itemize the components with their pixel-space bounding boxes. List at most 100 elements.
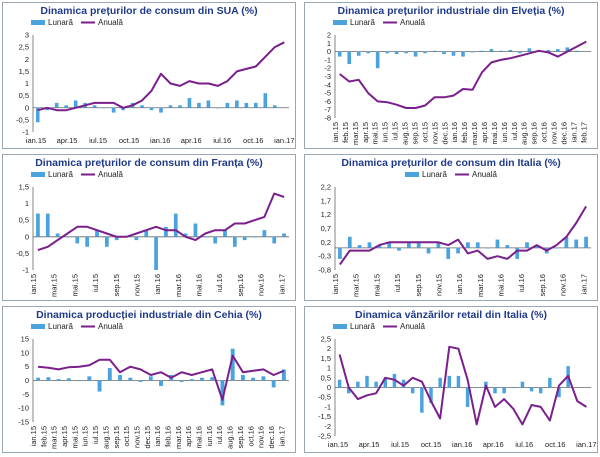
bar-monthly [338, 247, 342, 259]
bar-monthly [508, 49, 513, 52]
y-tick-label: 0,5 [19, 216, 29, 225]
bar-monthly [240, 374, 245, 381]
y-tick-label: 0 [327, 47, 331, 56]
x-tick-label: oct.15 [421, 440, 441, 449]
y-tick-label: 1,7 [321, 196, 331, 205]
bar-monthly [102, 107, 106, 109]
chart-title: Dinamica prețurilor de consum din SUA (%… [40, 5, 258, 17]
y-tick-label: 1 [25, 79, 29, 88]
x-tick-label: mai.16 [490, 122, 499, 145]
bar-monthly [451, 51, 456, 56]
y-tick-label: 15 [21, 335, 29, 344]
bar-monthly [406, 242, 411, 248]
y-tick-label: 10 [21, 348, 29, 357]
bar-monthly [213, 236, 218, 244]
x-tick-label: dec.16 [559, 122, 568, 145]
bar-monthly [187, 98, 192, 108]
bar-monthly [235, 100, 239, 108]
legend-label-monthly: Lunară [350, 322, 375, 331]
bar-monthly [36, 377, 41, 381]
x-tick-label: oct.16 [243, 136, 263, 145]
x-tick-label: ian.15 [331, 274, 340, 294]
bar-monthly [55, 233, 60, 237]
x-tick-label: nov.15 [430, 122, 439, 144]
x-tick-label: feb.16 [164, 426, 173, 447]
bar-monthly [128, 377, 133, 381]
x-tick-label: mai.16 [195, 426, 204, 449]
x-tick-label: sep.16 [236, 426, 245, 449]
x-tick-label: sep.15 [414, 274, 423, 297]
y-tick-label: 1,2 [321, 210, 331, 219]
legend-label-monthly: Lunară [422, 170, 447, 179]
bar-monthly [413, 51, 418, 57]
legend-swatch-monthly [31, 20, 45, 25]
bar-monthly [121, 107, 125, 111]
line-annual [37, 354, 285, 401]
x-tick-label: ian.17 [579, 274, 588, 294]
x-tick-label: iul.16 [510, 122, 519, 140]
bar-monthly [420, 387, 424, 413]
bar-monthly [107, 368, 112, 381]
bar-monthly [505, 245, 510, 248]
bar-monthly [374, 381, 378, 388]
bar-monthly [92, 105, 97, 108]
bar-monthly [138, 380, 143, 382]
bar-monthly [429, 387, 433, 404]
y-tick-label: 1 [327, 364, 331, 373]
x-tick-label: apr.15 [361, 122, 370, 143]
line-annual [37, 41, 285, 112]
x-tick-label: ian.16 [153, 426, 162, 446]
bar-monthly [442, 51, 446, 55]
legend-swatch-monthly [405, 172, 419, 177]
x-tick-label: sep.15 [112, 274, 121, 297]
bar-monthly [377, 245, 382, 248]
x-tick-label: nov.16 [550, 122, 559, 144]
x-tick-label: mar.16 [174, 426, 183, 449]
x-tick-label: mai.15 [371, 122, 380, 145]
bar-monthly [114, 236, 119, 241]
chart-title: Dinamica prețurilor de consum din Italia… [341, 157, 561, 169]
bar-monthly [140, 105, 144, 108]
bar-monthly [272, 105, 277, 108]
bar-monthly [565, 47, 570, 52]
bar-monthly [97, 380, 102, 392]
x-tick-label: aug.16 [520, 122, 529, 145]
x-tick-label: ian.15 [331, 122, 340, 142]
bar-monthly [347, 51, 352, 65]
bar-monthly [493, 387, 497, 394]
x-tick-label: sep.16 [530, 122, 539, 145]
bar-monthly [485, 247, 490, 249]
bar-monthly [66, 378, 71, 381]
x-tick-label: aug.15 [401, 122, 410, 145]
y-tick-label: -7 [324, 105, 331, 114]
x-tick-label: nov.16 [559, 274, 568, 296]
bar-monthly [73, 100, 78, 108]
legend-label-annual: Anuală [98, 322, 123, 331]
x-tick-label: oct.16 [540, 122, 549, 142]
x-tick-label: mai.15 [70, 274, 79, 297]
x-tick-label: nov.15 [132, 274, 141, 296]
y-tick-label: -1 [324, 55, 331, 64]
legend-label-annual: Anuală [400, 322, 425, 331]
legend-label-monthly: Lunară [48, 170, 73, 179]
bar-monthly [111, 107, 116, 113]
bar-monthly [438, 377, 442, 388]
x-tick-label: ian.16 [150, 136, 170, 145]
bar-monthly [470, 51, 475, 53]
x-tick-label: iun.15 [381, 122, 390, 142]
bar-monthly [515, 247, 520, 259]
x-tick-label: mar.16 [470, 122, 479, 145]
x-tick-label: iul.16 [517, 274, 526, 292]
bar-monthly [367, 242, 372, 248]
line-annual [338, 345, 587, 426]
legend-label-annual: Anuală [400, 18, 425, 27]
bar-monthly [489, 49, 494, 52]
bar-monthly [511, 387, 516, 389]
bar-monthly [232, 236, 237, 247]
bar-monthly [484, 381, 488, 388]
bar-monthly [495, 239, 500, 248]
bar-monthly [446, 247, 451, 259]
